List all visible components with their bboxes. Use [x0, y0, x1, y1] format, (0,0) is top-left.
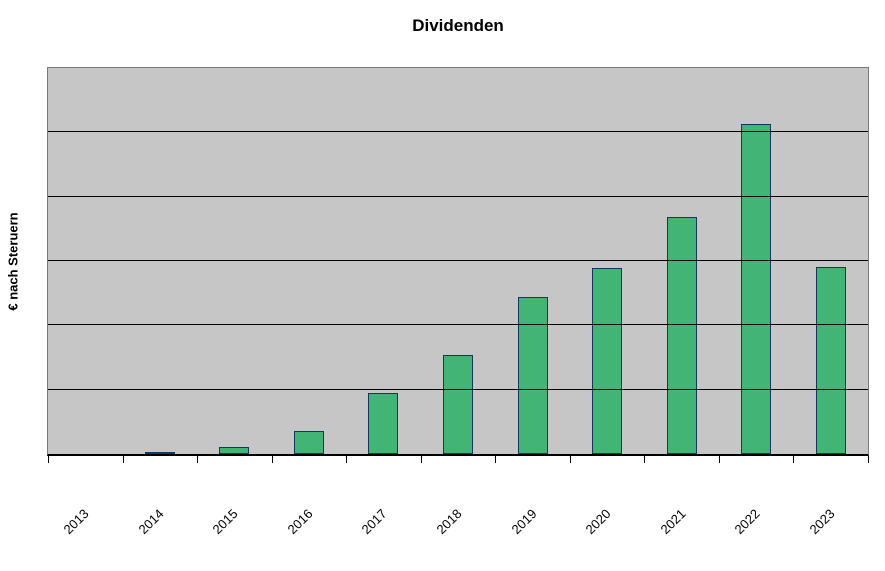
x-axis-tick [346, 456, 347, 463]
gridline [48, 131, 868, 133]
bar-2020 [592, 268, 623, 454]
x-axis-tick-label: 2013 [60, 506, 92, 538]
x-axis-tick-label: 2017 [359, 506, 391, 538]
x-axis-tick-label: 2014 [135, 506, 167, 538]
x-axis-tick [495, 456, 496, 463]
x-axis-tick [272, 456, 273, 463]
bar-2019 [517, 297, 548, 454]
x-axis-tick-label: 2021 [657, 506, 689, 538]
x-axis-tick [48, 456, 49, 463]
x-axis-tick [793, 456, 794, 463]
x-axis-tick-label: 2022 [731, 506, 763, 538]
bar-2023 [815, 266, 846, 454]
bar-2018 [443, 354, 473, 454]
bar-2014 [144, 452, 175, 454]
x-axis-tick-label: 2020 [582, 506, 614, 538]
gridline [48, 260, 868, 261]
chart-title: Dividenden [412, 16, 504, 35]
bar-2016 [293, 430, 324, 454]
x-axis-ticks [48, 456, 870, 464]
plot-area [47, 67, 869, 456]
bar-2021 [666, 217, 697, 454]
x-axis-tick-label: 2019 [508, 506, 540, 538]
bar-2022 [741, 123, 772, 454]
x-axis-tick [123, 456, 124, 463]
bar-2017 [368, 392, 399, 454]
x-axis-tick-label: 2018 [433, 506, 465, 538]
gridline [48, 388, 868, 390]
x-axis-tick-label: 2015 [209, 506, 241, 538]
x-axis-tick-label: 2016 [284, 506, 316, 538]
x-axis-tick [197, 456, 198, 463]
x-axis-tick [719, 456, 720, 463]
x-axis-tick [644, 456, 645, 463]
x-axis-tick-label: 2023 [806, 506, 838, 538]
x-axis-tick [421, 456, 422, 463]
gridline [48, 195, 868, 197]
gridline [48, 324, 868, 326]
x-axis-tick [868, 456, 869, 463]
y-axis-label: € nach Steruern [5, 212, 21, 311]
bar-2015 [219, 446, 250, 454]
x-axis-tick [570, 456, 571, 463]
